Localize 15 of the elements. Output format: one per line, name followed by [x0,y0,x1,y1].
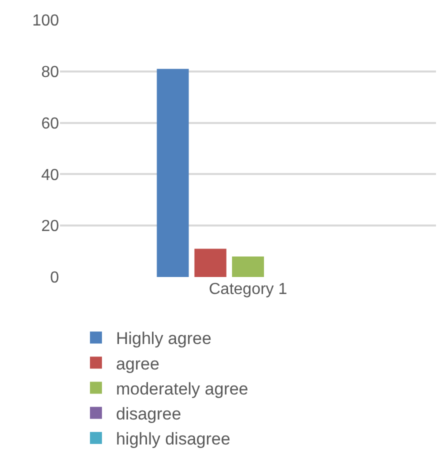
legend-label: agree [116,354,160,374]
y-tick-label: 80 [41,64,60,81]
y-tick-label: 40 [41,166,60,184]
y-tick-label: 20 [41,218,60,236]
x-tick-label: Category 1 [208,281,288,298]
legend-label: disagree [116,404,182,424]
legend-label: highly disagree [116,430,230,449]
y-tick-label: 0 [50,270,60,287]
bar [232,256,264,277]
y-tick-label: 60 [41,115,60,132]
legend-label: Highly agree [116,329,212,348]
bar [156,68,189,277]
bar [194,248,226,277]
y-tick-label: 100 [32,12,60,30]
legend-label: moderately agree [116,379,248,398]
